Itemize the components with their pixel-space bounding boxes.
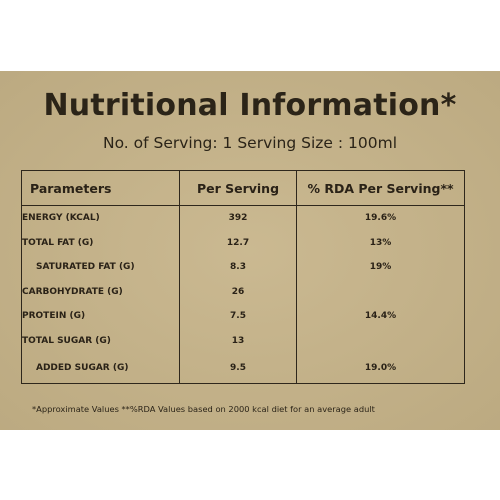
row-rda xyxy=(296,328,465,353)
row-value: 26 xyxy=(179,279,297,304)
table-row: CARBOHYDRATE (G) 26 xyxy=(21,279,465,304)
header-rda: % RDA Per Serving** xyxy=(296,170,465,206)
nutrition-table: Parameters Per Serving % RDA Per Serving… xyxy=(21,170,465,384)
row-value: 392 xyxy=(179,205,297,231)
row-value: 8.3 xyxy=(179,255,297,280)
row-value: 7.5 xyxy=(179,304,297,329)
row-rda: 19.6% xyxy=(296,205,465,231)
page-title: Nutritional Information* xyxy=(43,88,457,123)
table-row: ENERGY (KCAL) 392 19.6% xyxy=(21,205,465,231)
serving-info: No. of Serving: 1 Serving Size : 100ml xyxy=(102,134,398,152)
row-value: 12.7 xyxy=(179,230,297,255)
row-name: PROTEIN (G) xyxy=(21,304,180,329)
row-rda: 19.0% xyxy=(296,353,465,384)
row-rda: 13% xyxy=(296,230,465,255)
row-name: ADDED SUGAR (G) xyxy=(21,353,180,384)
row-name: TOTAL SUGAR (G) xyxy=(21,328,180,353)
header-per-serving: Per Serving xyxy=(179,170,297,206)
table-header-row: Parameters Per Serving % RDA Per Serving… xyxy=(21,170,465,206)
row-value: 13 xyxy=(179,328,297,353)
table-row: PROTEIN (G) 7.5 14.4% xyxy=(21,304,465,329)
footnote: *Approximate Values **%RDA Values based … xyxy=(32,404,375,414)
row-value: 9.5 xyxy=(179,353,297,384)
row-name: SATURATED FAT (G) xyxy=(21,255,180,280)
row-rda: 19% xyxy=(296,255,465,280)
table-row: ADDED SUGAR (G) 9.5 19.0% xyxy=(21,353,465,384)
table-row: TOTAL FAT (G) 12.7 13% xyxy=(21,230,465,255)
row-name: ENERGY (KCAL) xyxy=(21,205,180,231)
table-row: SATURATED FAT (G) 8.3 19% xyxy=(21,255,465,280)
table-row: TOTAL SUGAR (G) 13 xyxy=(21,328,465,353)
header-parameters: Parameters xyxy=(21,170,180,206)
row-rda: 14.4% xyxy=(296,304,465,329)
row-name: CARBOHYDRATE (G) xyxy=(21,279,180,304)
row-rda xyxy=(296,279,465,304)
row-name: TOTAL FAT (G) xyxy=(21,230,180,255)
